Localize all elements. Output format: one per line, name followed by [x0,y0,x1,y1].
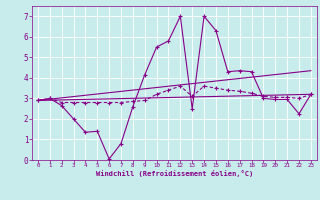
X-axis label: Windchill (Refroidissement éolien,°C): Windchill (Refroidissement éolien,°C) [96,170,253,177]
